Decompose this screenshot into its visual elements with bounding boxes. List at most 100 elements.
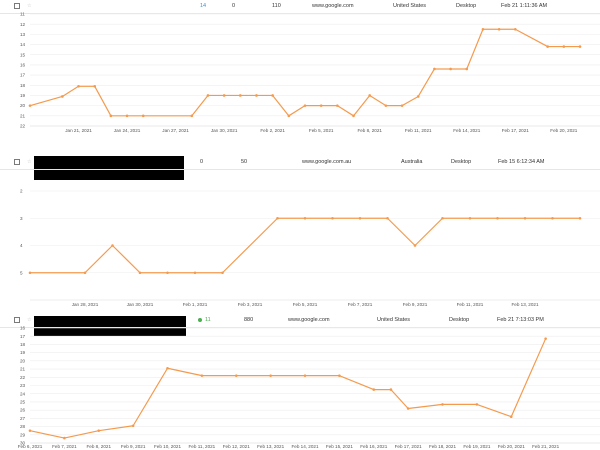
y-tick-label: 19 bbox=[20, 93, 26, 98]
data-point bbox=[384, 104, 388, 107]
rank-history-chart-1: 11 12 13 14 15 16 17 18 19 20 21 22 Jan 21, 2021 Jan … bbox=[20, 12, 600, 133]
star-icon[interactable]: ☆ bbox=[27, 3, 32, 9]
x-tick-label: Feb 14, 2021 bbox=[291, 444, 319, 449]
data-point bbox=[578, 45, 582, 48]
x-tick-label: Feb 13, 2021 bbox=[257, 444, 285, 449]
gridlines bbox=[30, 13, 600, 127]
data-point bbox=[400, 104, 404, 107]
search-engine: www.google.com.au bbox=[302, 159, 352, 165]
keyword-row-1[interactable]: ☆ 14 0 110 www.google.com United States … bbox=[0, 0, 600, 14]
x-tick-label: Feb 11, 2021 bbox=[405, 128, 432, 133]
x-tick-label: Feb 9, 2021 bbox=[121, 444, 146, 449]
y-tick-label: 11 bbox=[20, 12, 25, 17]
y-tick-label: 16 bbox=[20, 63, 26, 68]
keyword-panel-2: ☆ 0 50 www.google.com.au Australia Deskt… bbox=[0, 152, 600, 307]
star-icon[interactable]: ☆ bbox=[27, 159, 32, 165]
data-point bbox=[441, 216, 444, 220]
data-point bbox=[109, 114, 113, 118]
data-point bbox=[416, 95, 420, 98]
data-point bbox=[449, 67, 452, 71]
data-point bbox=[303, 374, 307, 377]
rank-value-text: 11 bbox=[205, 317, 211, 323]
y-tick-label: 14 bbox=[20, 42, 26, 47]
data-point bbox=[475, 403, 479, 406]
search-volume: 110 bbox=[272, 3, 281, 9]
device: Desktop bbox=[456, 3, 477, 9]
data-point bbox=[338, 374, 341, 377]
data-point bbox=[166, 366, 169, 370]
data-point bbox=[234, 374, 238, 377]
y-tick-label: 16 bbox=[20, 326, 26, 331]
device: Desktop bbox=[449, 317, 470, 323]
data-point bbox=[206, 94, 210, 97]
x-tick-label: Feb 17, 2021 bbox=[395, 444, 423, 449]
y-tick-label: 30 bbox=[20, 441, 26, 446]
data-point bbox=[238, 94, 242, 97]
data-point bbox=[546, 45, 549, 48]
y-tick-label: 28 bbox=[20, 424, 26, 429]
data-point bbox=[28, 104, 32, 107]
location: United States bbox=[377, 317, 411, 323]
x-tick-label: Jan 21, 2021 bbox=[65, 128, 92, 133]
data-point bbox=[221, 271, 224, 275]
x-tick-label: Feb 12, 2021 bbox=[223, 444, 251, 449]
keyword-row-2[interactable]: ☆ 0 50 www.google.com.au Australia Deskt… bbox=[0, 156, 600, 170]
data-point bbox=[28, 271, 32, 275]
y-tick-label: 22 bbox=[20, 375, 26, 380]
data-point bbox=[287, 114, 291, 118]
data-point bbox=[83, 271, 87, 275]
x-tick-label: Feb 10, 2021 bbox=[154, 444, 182, 449]
y-tick-label: 20 bbox=[20, 358, 26, 363]
keyword-panel-3: ☆ 11 880 www.google.com United States De… bbox=[0, 312, 600, 450]
redacted-keyword-block bbox=[34, 156, 184, 180]
rank-value: 11 bbox=[198, 314, 211, 327]
data-point bbox=[125, 114, 129, 118]
y-tick-label: 5 bbox=[20, 270, 23, 275]
redacted-keyword-block bbox=[34, 316, 186, 336]
data-point bbox=[111, 244, 114, 247]
data-point bbox=[496, 216, 499, 220]
y-tick-label: 15 bbox=[20, 52, 26, 57]
x-tick-label: Feb 19, 2021 bbox=[463, 444, 491, 449]
y-tick-label: 4 bbox=[20, 243, 23, 248]
y-tick-label: 24 bbox=[20, 391, 26, 396]
checkbox-icon[interactable] bbox=[14, 317, 20, 323]
data-point bbox=[497, 27, 501, 31]
last-updated: Feb 15 6:12:34 AM bbox=[498, 159, 545, 165]
data-point bbox=[138, 271, 142, 275]
y-tick-label: 27 bbox=[20, 416, 26, 421]
data-point bbox=[372, 388, 376, 391]
data-point bbox=[358, 216, 362, 220]
y-tick-label: 26 bbox=[20, 408, 26, 413]
y-tick-label: 3 bbox=[20, 216, 23, 221]
data-point bbox=[413, 244, 417, 247]
rank-change: 0 bbox=[200, 159, 204, 165]
data-point bbox=[509, 415, 513, 419]
checkbox-icon[interactable] bbox=[14, 3, 20, 9]
green-dot-icon bbox=[198, 317, 202, 322]
x-tick-label: Feb 11, 2021 bbox=[189, 444, 216, 449]
data-point bbox=[269, 374, 272, 377]
data-point bbox=[513, 27, 517, 31]
last-updated: Feb 21 1:11:36 AM bbox=[501, 3, 548, 9]
y-tick-label: 12 bbox=[20, 22, 26, 27]
x-tick-label: Feb 14, 2021 bbox=[453, 128, 481, 133]
keyword-row-3[interactable]: ☆ 11 880 www.google.com United States De… bbox=[0, 314, 600, 328]
location: United States bbox=[393, 3, 427, 9]
x-tick-label: Feb 11, 2021 bbox=[457, 302, 484, 307]
y-tick-label: 21 bbox=[20, 113, 26, 118]
data-point bbox=[468, 216, 472, 220]
gridlines bbox=[30, 190, 600, 274]
data-point bbox=[255, 94, 258, 97]
series-line bbox=[29, 338, 547, 439]
data-point bbox=[61, 95, 64, 98]
y-tick-label: 25 bbox=[20, 400, 26, 405]
star-icon[interactable]: ☆ bbox=[27, 317, 32, 323]
last-updated: Feb 21 7:13:03 PM bbox=[497, 317, 544, 323]
x-tick-label: Feb 16, 2021 bbox=[360, 444, 388, 449]
data-point bbox=[190, 114, 194, 118]
data-point bbox=[193, 271, 197, 275]
series-line bbox=[29, 28, 580, 117]
keyword-panel-1: ☆ 14 0 110 www.google.com United States … bbox=[0, 0, 600, 148]
checkbox-icon[interactable] bbox=[14, 159, 20, 165]
